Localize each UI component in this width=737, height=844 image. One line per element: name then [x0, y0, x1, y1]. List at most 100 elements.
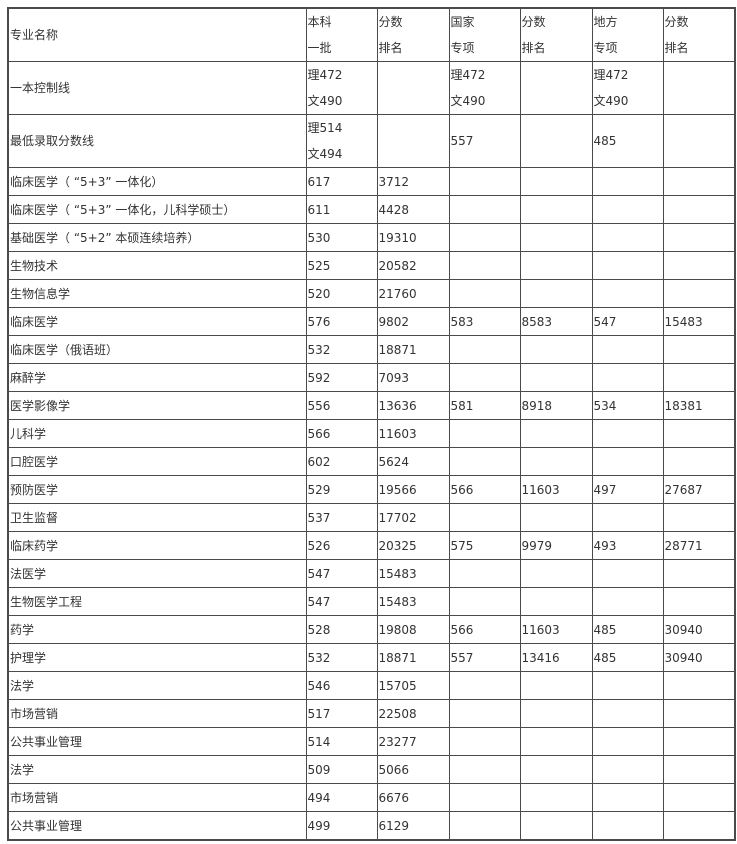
cell-local-special-score: 485: [591, 643, 664, 672]
cell-text: 法医学: [10, 566, 47, 581]
cell-local-special-score: [591, 671, 664, 700]
cell-local-special-score: [591, 447, 664, 476]
cell-text: 529: [307, 482, 331, 497]
cell-text: 理472: [307, 68, 343, 82]
cell-batch1-rank: 20582: [376, 251, 450, 280]
cell-batch1-rank: 5624: [376, 447, 450, 476]
cell-text: 生物技术: [10, 258, 59, 273]
cell-national-special-score: [448, 223, 521, 252]
cell-national-special-score: 583: [448, 307, 521, 336]
cell-major-name: 一本控制线: [7, 61, 307, 115]
cell-text: 493: [593, 538, 617, 553]
cell-text: 专项: [450, 41, 475, 55]
cell-text: 地方: [593, 15, 618, 29]
table-row: 生物医学工程 547 15483: [7, 587, 736, 616]
cell-national-special-rank: 11603: [519, 475, 593, 504]
cell-batch1-rank: 19808: [376, 615, 450, 644]
cell-major-name: 临床医学: [7, 307, 307, 336]
cell-local-special-rank: [662, 419, 736, 448]
cell-batch1-score: 530: [305, 223, 378, 252]
cell-batch1-rank: 15483: [376, 559, 450, 588]
cell-text: 文490: [450, 94, 486, 108]
cell-text: 6129: [378, 818, 410, 833]
header-cell-local-special-rank: 分数 排名: [662, 7, 736, 62]
cell-text: 547: [593, 314, 617, 329]
cell-text: 557: [450, 134, 474, 148]
cell-national-special-score: [448, 363, 521, 392]
admission-scores-table: 专业名称 本科 一批 分数 排名 国家 专项 分数 排名 地方 专项 分数 排名 一本控制线 理472 文49…: [7, 7, 736, 841]
cell-text: 5066: [378, 762, 410, 777]
cell-local-special-rank: [662, 755, 736, 784]
cell-text: 医学影像学: [10, 398, 71, 413]
cell-local-special-score: [591, 587, 664, 616]
cell-text: 公共事业管理: [10, 734, 83, 749]
cell-text: 27687: [664, 482, 703, 497]
cell-text: 市场营销: [10, 790, 59, 805]
cell-text: 22508: [378, 706, 417, 721]
cell-local-special-score: [591, 195, 664, 224]
cell-text: 566: [307, 426, 331, 441]
cell-national-special-score: [448, 699, 521, 728]
cell-major-name: 公共事业管理: [7, 727, 307, 756]
cell-batch1-score: 592: [305, 363, 378, 392]
cell-batch1-score: 602: [305, 447, 378, 476]
header-cell-batch1-rank: 分数 排名: [376, 7, 450, 62]
cell-text: 30940: [664, 622, 703, 637]
cell-major-name: 生物技术: [7, 251, 307, 280]
cell-batch1-score: 理472 文490: [305, 61, 378, 115]
cell-batch1-score: 525: [305, 251, 378, 280]
cell-text: 最低录取分数线: [10, 134, 95, 148]
cell-batch1-score: 526: [305, 531, 378, 560]
cell-batch1-score: 499: [305, 811, 378, 841]
cell-major-name: 法学: [7, 671, 307, 700]
table-row: 法学 509 5066: [7, 755, 736, 784]
cell-batch1-score: 517: [305, 699, 378, 728]
cell-major-name: 药学: [7, 615, 307, 644]
cell-batch1-score: 617: [305, 167, 378, 196]
cell-text: 547: [307, 566, 331, 581]
cell-text: 9979: [521, 538, 553, 553]
cell-national-special-rank: 8583: [519, 307, 593, 336]
cell-text: 预防医学: [10, 482, 59, 497]
cell-national-special-score: [448, 559, 521, 588]
cell-batch1-score: 532: [305, 643, 378, 672]
cell-batch1-rank: [376, 114, 450, 168]
table-row: 麻醉学 592 7093: [7, 363, 736, 392]
cell-batch1-rank: 21760: [376, 279, 450, 308]
cell-text: 分数: [378, 15, 403, 29]
cell-text: 497: [593, 482, 617, 497]
cell-national-special-score: [448, 811, 521, 841]
table-row: 临床医学 576 9802 583 8583 547 15483: [7, 307, 736, 336]
cell-local-special-score: 497: [591, 475, 664, 504]
cell-batch1-rank: 7093: [376, 363, 450, 392]
cell-batch1-rank: 15483: [376, 587, 450, 616]
cell-text: 文490: [593, 94, 629, 108]
cell-batch1-score: 514: [305, 727, 378, 756]
cell-text: 9802: [378, 314, 410, 329]
cell-local-special-rank: 15483: [662, 307, 736, 336]
cell-national-special-score: [448, 727, 521, 756]
table-row: 最低录取分数线 理514 文494 557 485: [7, 114, 736, 168]
table-row: 药学 528 19808 566 11603 485 30940: [7, 615, 736, 644]
cell-major-name: 医学影像学: [7, 391, 307, 420]
cell-text: 530: [307, 230, 331, 245]
cell-national-special-score: [448, 195, 521, 224]
cell-national-special-rank: [519, 363, 593, 392]
cell-major-name: 基础医学（ “5+2” 本硕连续培养）: [7, 223, 307, 252]
cell-text: 21760: [378, 286, 417, 301]
cell-text: 13636: [378, 398, 417, 413]
cell-national-special-rank: [519, 727, 593, 756]
cell-batch1-rank: 19310: [376, 223, 450, 252]
cell-local-special-rank: 28771: [662, 531, 736, 560]
cell-batch1-rank: 3712: [376, 167, 450, 196]
table-row: 市场营销 517 22508: [7, 699, 736, 728]
cell-local-special-rank: [662, 195, 736, 224]
table-row: 卫生监督 537 17702: [7, 503, 736, 532]
cell-major-name: 最低录取分数线: [7, 114, 307, 168]
cell-batch1-score: 611: [305, 195, 378, 224]
cell-batch1-score: 556: [305, 391, 378, 420]
cell-national-special-rank: [519, 755, 593, 784]
table-row: 临床药学 526 20325 575 9979 493 28771: [7, 531, 736, 560]
cell-local-special-score: [591, 811, 664, 841]
cell-text: 485: [593, 134, 617, 148]
